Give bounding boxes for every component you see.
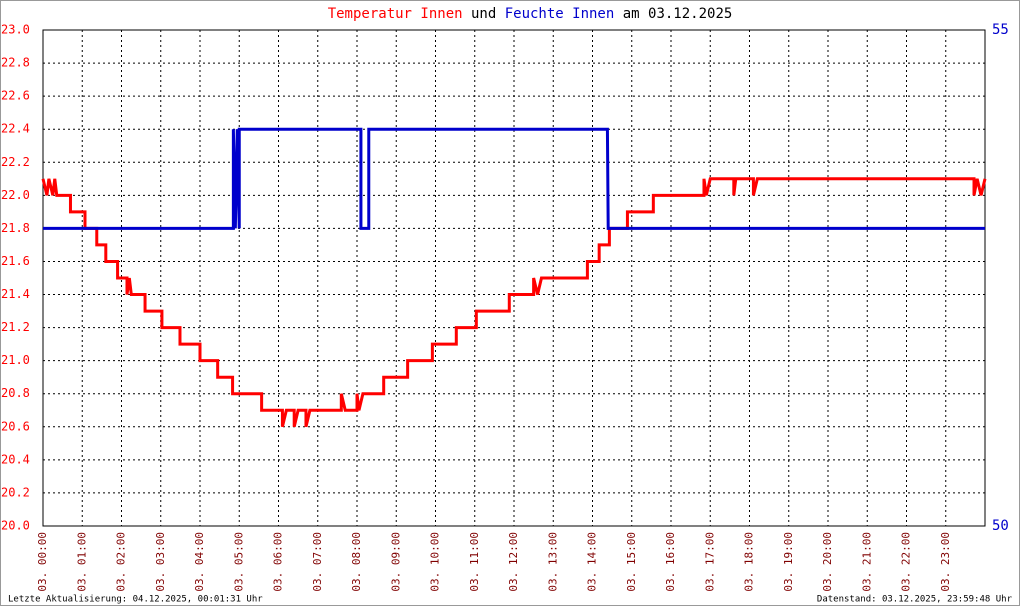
x-tick-label: 03. 07:00 bbox=[311, 532, 324, 592]
y-tick-label: 22.0 bbox=[1, 188, 30, 202]
data-line bbox=[43, 127, 985, 230]
x-tick-label: 03. 17:00 bbox=[703, 532, 716, 592]
x-tick-label: 03. 03:00 bbox=[154, 532, 167, 592]
x-tick-label: 03. 21:00 bbox=[860, 532, 873, 592]
x-tick-label: 03. 04:00 bbox=[193, 532, 206, 592]
title-part: Feuchte Innen bbox=[505, 6, 615, 22]
y-tick-label: 21.4 bbox=[1, 287, 30, 301]
x-tick-label: 03. 22:00 bbox=[900, 532, 913, 592]
x-tick-label: 03. 23:00 bbox=[939, 532, 952, 592]
x-tick-label: 03. 13:00 bbox=[546, 532, 559, 592]
footer-right: Datenstand: 03.12.2025, 23:59:48 Uhr bbox=[817, 595, 1013, 605]
x-tick-label: 03. 09:00 bbox=[389, 532, 402, 592]
x-tick-label: 03. 05:00 bbox=[232, 532, 245, 592]
y-tick-label: 20.2 bbox=[1, 485, 30, 499]
x-tick-label: 03. 12:00 bbox=[507, 532, 520, 592]
y-tick-label: 22.2 bbox=[1, 155, 30, 169]
plot-border bbox=[42, 29, 986, 527]
x-tick-label: 03. 06:00 bbox=[272, 532, 285, 592]
x-tick-label: 03. 19:00 bbox=[782, 532, 795, 592]
y-tick-label: 21.8 bbox=[1, 221, 30, 235]
x-tick-label: 03. 14:00 bbox=[586, 532, 599, 592]
y-tick-label: 23.0 bbox=[1, 23, 30, 37]
title-part: am 03.12.2025 bbox=[623, 6, 733, 22]
y-tick-label: 22.4 bbox=[1, 122, 30, 136]
chart-title: Temperatur Innen und Feuchte Innen am 03… bbox=[328, 6, 733, 22]
x-tick-label: 03. 15:00 bbox=[625, 532, 638, 592]
y-tick-label: 22.8 bbox=[1, 56, 30, 70]
y2-tick-label: 50 bbox=[992, 518, 1009, 534]
title-part: Temperatur Innen bbox=[328, 6, 463, 22]
x-tick-label: 03. 20:00 bbox=[821, 532, 834, 592]
y-tick-label: 20.6 bbox=[1, 419, 30, 433]
x-tick-label: 03. 01:00 bbox=[75, 532, 88, 592]
x-tick-label: 03. 02:00 bbox=[115, 532, 128, 592]
footer-left: Letzte Aktualisierung: 04.12.2025, 00:01… bbox=[8, 595, 263, 605]
y-tick-label: 21.6 bbox=[1, 254, 30, 268]
title-part: und bbox=[471, 6, 496, 22]
x-tick-label: 03. 08:00 bbox=[350, 532, 363, 592]
y2-tick-label: 55 bbox=[992, 22, 1009, 38]
y-tick-label: 20.8 bbox=[1, 386, 30, 400]
data-line bbox=[41, 177, 987, 428]
x-tick-label: 03. 18:00 bbox=[743, 532, 756, 592]
y-tick-label: 22.6 bbox=[1, 89, 30, 103]
y-tick-label: 20.4 bbox=[1, 452, 30, 466]
y-tick-label: 21.2 bbox=[1, 320, 30, 334]
x-tick-label: 03. 16:00 bbox=[664, 532, 677, 592]
x-tick-label: 03. 11:00 bbox=[468, 532, 481, 592]
x-tick-label: 03. 10:00 bbox=[429, 532, 442, 592]
y-tick-label: 21.0 bbox=[1, 353, 30, 367]
y-tick-label: 20.0 bbox=[1, 519, 30, 533]
x-tick-label: 03. 00:00 bbox=[36, 532, 49, 592]
